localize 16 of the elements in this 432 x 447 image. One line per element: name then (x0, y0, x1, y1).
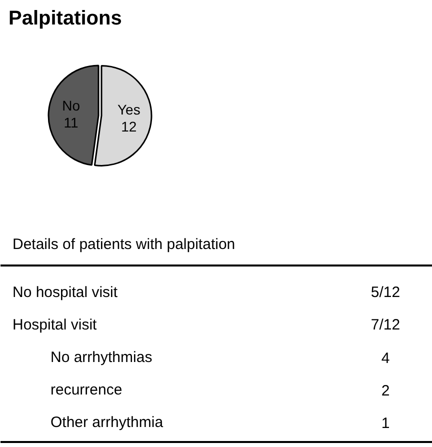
text: No arrhythmias (50, 349, 152, 366)
text: recurrence (50, 382, 122, 398)
slice-label: Yes (118, 102, 140, 118)
text: 2 (381, 382, 390, 400)
text: 7/12 (370, 316, 400, 334)
text: Hospital visit (12, 316, 98, 334)
slice-label: No (62, 98, 80, 114)
text: Other arrhythmia (50, 414, 164, 431)
data-label: 12 (121, 118, 137, 135)
text: 4 (381, 350, 390, 367)
text: No hospital visit (12, 284, 118, 301)
text: 5/12 (370, 284, 400, 301)
data-label: 11 (64, 114, 79, 131)
text: 1 (381, 415, 390, 432)
text: Details of patients with palpitation (12, 236, 236, 253)
chart-title: Palpitations (8, 8, 122, 30)
